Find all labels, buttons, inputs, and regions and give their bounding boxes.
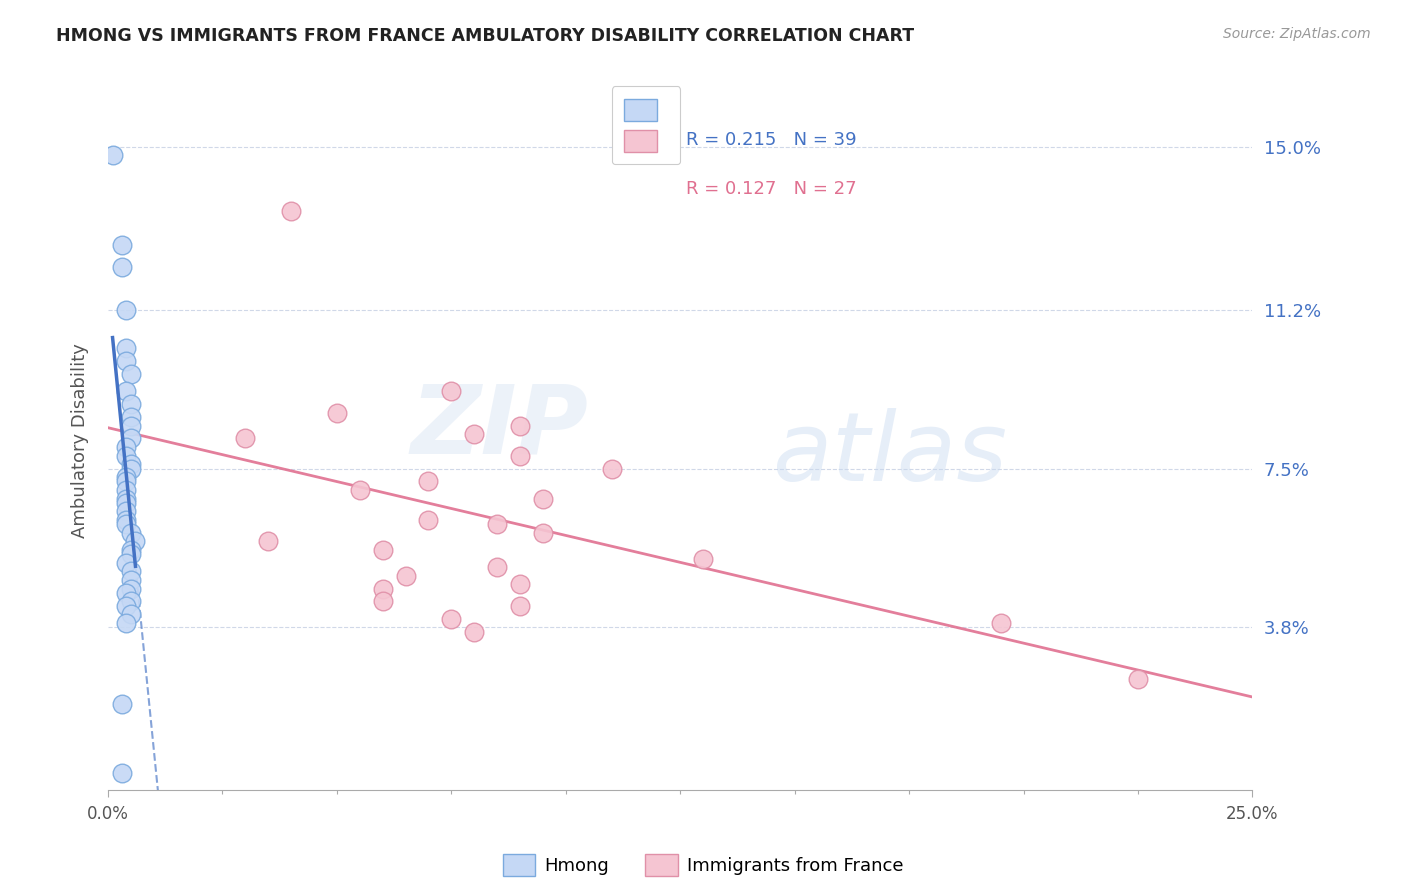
- Legend: , : ,: [612, 87, 681, 164]
- Point: [394, 568, 416, 582]
- Point: [1126, 672, 1149, 686]
- Text: Source: ZipAtlas.com: Source: ZipAtlas.com: [1223, 27, 1371, 41]
- Point: [486, 517, 509, 532]
- Point: [120, 607, 142, 622]
- Legend: Hmong, Immigrants from France: Hmong, Immigrants from France: [495, 847, 911, 883]
- Y-axis label: Ambulatory Disability: Ambulatory Disability: [72, 343, 89, 538]
- Point: [531, 491, 554, 506]
- Point: [531, 525, 554, 540]
- Point: [120, 418, 142, 433]
- Point: [111, 260, 134, 274]
- Point: [115, 586, 138, 600]
- Point: [509, 449, 531, 463]
- Text: HMONG VS IMMIGRANTS FROM FRANCE AMBULATORY DISABILITY CORRELATION CHART: HMONG VS IMMIGRANTS FROM FRANCE AMBULATO…: [56, 27, 914, 45]
- Point: [115, 440, 138, 454]
- Point: [509, 599, 531, 613]
- Point: [115, 599, 138, 613]
- Point: [120, 547, 142, 561]
- Point: [120, 525, 142, 540]
- Point: [115, 475, 138, 489]
- Point: [233, 432, 256, 446]
- Point: [371, 582, 394, 596]
- Point: [115, 513, 138, 527]
- Point: [115, 354, 138, 368]
- Text: ZIP: ZIP: [411, 380, 589, 473]
- Point: [120, 457, 142, 471]
- Point: [463, 427, 485, 442]
- Point: [486, 560, 509, 574]
- Point: [418, 513, 440, 527]
- Text: R = 0.215   N = 39: R = 0.215 N = 39: [686, 131, 856, 149]
- Point: [115, 342, 138, 356]
- Point: [115, 517, 138, 532]
- Point: [111, 698, 134, 712]
- Point: [111, 766, 134, 780]
- Point: [120, 432, 142, 446]
- Point: [120, 410, 142, 425]
- Point: [115, 384, 138, 399]
- Point: [115, 449, 138, 463]
- Point: [120, 397, 142, 411]
- Point: [440, 384, 463, 399]
- Point: [120, 573, 142, 587]
- Point: [115, 556, 138, 570]
- Point: [990, 615, 1012, 630]
- Point: [418, 475, 440, 489]
- Point: [115, 470, 138, 484]
- Point: [115, 504, 138, 518]
- Point: [120, 367, 142, 381]
- Point: [120, 582, 142, 596]
- Point: [280, 204, 302, 219]
- Point: [115, 483, 138, 497]
- Point: [120, 461, 142, 475]
- Point: [692, 551, 714, 566]
- Point: [463, 624, 485, 639]
- Point: [371, 543, 394, 558]
- Point: [371, 594, 394, 608]
- Point: [124, 534, 146, 549]
- Point: [509, 418, 531, 433]
- Point: [509, 577, 531, 591]
- Point: [115, 615, 138, 630]
- Point: [115, 302, 138, 317]
- Point: [257, 534, 280, 549]
- Point: [600, 461, 623, 475]
- Text: R = 0.127   N = 27: R = 0.127 N = 27: [686, 180, 856, 198]
- Point: [349, 483, 371, 497]
- Point: [440, 612, 463, 626]
- Point: [120, 594, 142, 608]
- Point: [120, 543, 142, 558]
- Point: [115, 496, 138, 510]
- Point: [111, 238, 134, 252]
- Point: [115, 491, 138, 506]
- Point: [101, 148, 124, 162]
- Point: [326, 406, 349, 420]
- Point: [120, 565, 142, 579]
- Text: atlas: atlas: [772, 409, 1007, 501]
